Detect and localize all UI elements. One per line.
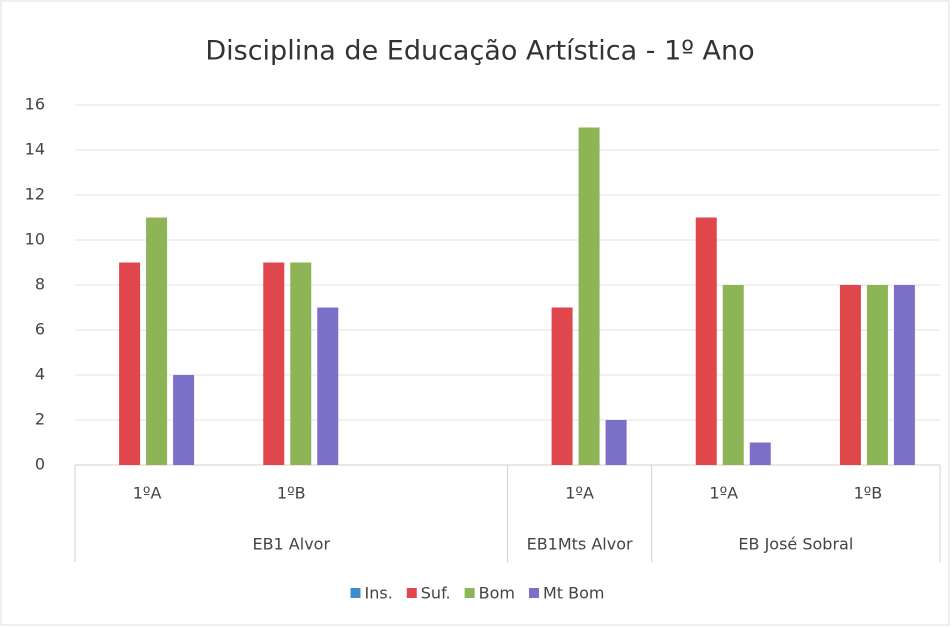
- x-tick-label: 1ºA: [709, 484, 738, 503]
- y-tick-label: 6: [35, 320, 45, 339]
- x-tick-label: 1ºA: [133, 484, 162, 503]
- x-tick-label: 1ºB: [854, 484, 883, 503]
- bar: [173, 375, 195, 465]
- bar: [146, 217, 168, 465]
- legend-swatch: [528, 588, 539, 598]
- group-label: EB José Sobral: [738, 535, 853, 554]
- y-tick-label: 8: [35, 275, 45, 294]
- bar: [263, 262, 285, 465]
- y-tick-label: 16: [25, 95, 45, 114]
- bar: [839, 285, 861, 465]
- legend-label: Mt Bom: [543, 584, 605, 603]
- bar: [722, 285, 744, 465]
- bar: [551, 307, 573, 465]
- legend-swatch: [406, 588, 417, 598]
- y-tick-label: 12: [25, 185, 45, 204]
- legend-label: Suf.: [421, 584, 451, 603]
- bar: [749, 442, 771, 465]
- bar: [695, 217, 717, 465]
- legend-label: Bom: [479, 584, 515, 603]
- y-tick-label: 0: [35, 455, 45, 474]
- legend: Ins. Suf. Bom Mt Bom: [350, 584, 605, 603]
- bar: [893, 285, 915, 465]
- legend-label: Ins.: [364, 584, 392, 603]
- x-tick-label: 1ºA: [565, 484, 594, 503]
- y-tick-label: 14: [25, 140, 45, 159]
- y-tick-label: 10: [25, 230, 45, 249]
- bar: [119, 262, 141, 465]
- group-label: EB1Mts Alvor: [527, 535, 633, 554]
- bar: [317, 307, 339, 465]
- y-tick-label: 4: [35, 365, 45, 384]
- legend-swatch: [350, 588, 361, 598]
- chart-title: Disciplina de Educação Artística - 1º An…: [205, 36, 754, 67]
- y-tick-label: 2: [35, 410, 45, 429]
- bar: [605, 420, 627, 465]
- legend-swatch: [464, 588, 475, 598]
- x-tick-label: 1ºB: [277, 484, 306, 503]
- bar: [866, 285, 888, 465]
- bar: [290, 262, 312, 465]
- bar: [578, 127, 600, 465]
- group-label: EB1 Alvor: [252, 535, 330, 554]
